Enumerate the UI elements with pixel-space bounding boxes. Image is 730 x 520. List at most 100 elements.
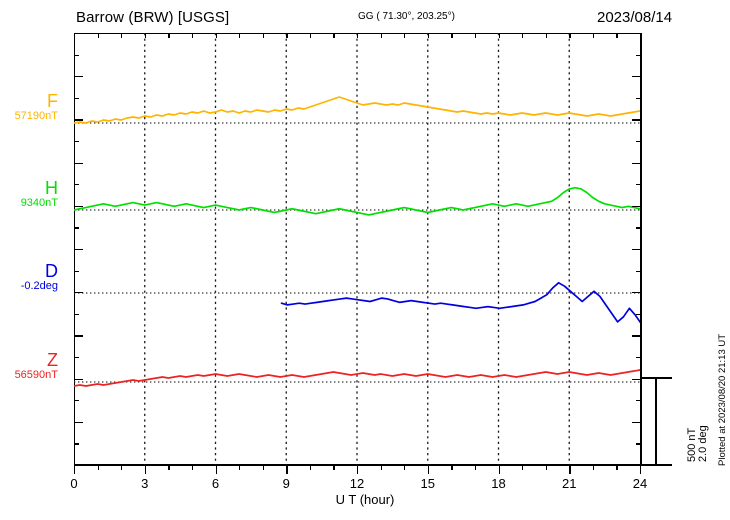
- x-tick-minor-1: [97, 465, 99, 470]
- x-tick-top-7: [239, 33, 241, 38]
- x-tick-major-24: [640, 465, 642, 474]
- x-axis-label-6: 6: [211, 476, 220, 491]
- trace-z: [74, 369, 640, 387]
- y-tick-right-20: [632, 465, 641, 467]
- x-tick-minor-13: [380, 465, 382, 470]
- x-axis-label-12: 12: [349, 476, 365, 491]
- trace-f: [74, 96, 640, 124]
- component-letter-d: D: [45, 261, 58, 281]
- x-tick-top-8: [262, 33, 264, 38]
- x-tick-top-21: [569, 33, 571, 38]
- vertical-gridlines: [144, 33, 570, 465]
- y-tick-20: [74, 465, 83, 467]
- x-tick-top-12: [357, 33, 359, 38]
- scale-bar-top-cap: [640, 377, 672, 379]
- y-tick-right-12: [632, 292, 641, 294]
- y-tick-right-14: [632, 335, 641, 337]
- x-tick-minor-22: [592, 465, 595, 470]
- y-tick-13: [74, 313, 79, 316]
- y-tick-3: [74, 97, 79, 100]
- x-tick-top-5: [191, 33, 194, 38]
- x-tick-major-18: [498, 465, 500, 474]
- y-tick-9: [74, 227, 79, 229]
- x-tick-top-20: [545, 33, 547, 38]
- y-tick-right-6: [632, 162, 641, 164]
- x-axis-title: U T (hour): [335, 492, 395, 507]
- x-tick-top-19: [522, 33, 524, 38]
- x-tick-minor-7: [239, 465, 241, 470]
- y-tick-0: [74, 33, 83, 35]
- x-tick-top-10: [309, 33, 312, 38]
- x-tick-top-22: [592, 33, 595, 38]
- x-tick-major-0: [74, 465, 76, 474]
- x-axis-label-9: 9: [282, 476, 290, 491]
- y-tick-14: [74, 335, 83, 337]
- x-tick-major-21: [569, 465, 571, 474]
- y-tick-right-7: [636, 184, 641, 186]
- y-tick-15: [74, 357, 79, 359]
- x-tick-top-18: [498, 33, 500, 38]
- y-tick-18: [74, 421, 83, 424]
- x-tick-minor-23: [616, 465, 618, 470]
- y-tick-right-19: [636, 443, 641, 445]
- x-tick-minor-5: [191, 465, 194, 470]
- plotted-at-timestamp: Plotted at 2023/08/20 21:13 UT: [717, 333, 728, 466]
- x-tick-major-12: [357, 465, 359, 474]
- scale-bar-label-deg: 2.0 deg: [697, 425, 709, 462]
- x-tick-top-17: [474, 33, 477, 38]
- y-tick-right-0: [632, 33, 641, 35]
- y-tick-right-11: [636, 270, 641, 272]
- x-tick-top-6: [215, 33, 217, 38]
- plot-date: 2023/08/14: [597, 9, 673, 26]
- x-tick-minor-11: [333, 465, 335, 470]
- x-tick-minor-4: [168, 465, 170, 470]
- x-tick-top-1: [97, 33, 99, 38]
- y-tick-right-16: [632, 378, 641, 380]
- x-tick-minor-14: [404, 465, 406, 470]
- y-tick-17: [74, 400, 79, 402]
- scale-bar-bottom-cap: [640, 464, 672, 466]
- x-tick-minor-8: [262, 465, 264, 470]
- x-tick-minor-2: [121, 465, 123, 470]
- magnetogram-plot-area: [74, 33, 640, 465]
- x-tick-minor-17: [474, 465, 477, 470]
- trace-h: [74, 186, 640, 216]
- x-tick-top-0: [74, 33, 76, 38]
- x-tick-minor-19: [522, 465, 524, 470]
- x-axis-label-24: 24: [632, 476, 648, 491]
- y-tick-16: [74, 378, 83, 380]
- y-tick-right-8: [632, 205, 641, 208]
- x-tick-major-15: [427, 465, 430, 474]
- x-tick-top-23: [616, 33, 618, 38]
- station-title: Barrow (BRW) [USGS]: [76, 9, 230, 26]
- x-tick-top-4: [168, 33, 170, 38]
- y-tick-7: [74, 184, 79, 186]
- component-value-z: 56590nT: [14, 369, 58, 381]
- component-letter-f: F: [47, 91, 58, 111]
- component-traces: [74, 96, 640, 387]
- component-letter-z: Z: [47, 350, 58, 370]
- geographic-coordinates: GG ( 71.30°, 203.25°): [358, 11, 455, 22]
- y-tick-8: [74, 205, 83, 208]
- y-tick-right-15: [636, 357, 641, 359]
- y-tick-right-2: [632, 76, 641, 78]
- x-tick-top-11: [333, 33, 335, 38]
- component-value-f: 57190nT: [14, 110, 58, 122]
- x-tick-top-13: [380, 33, 382, 38]
- y-tick-2: [74, 76, 83, 78]
- component-value-h: 9340nT: [20, 197, 58, 209]
- y-tick-11: [74, 270, 79, 272]
- y-tick-right-1: [636, 54, 641, 56]
- x-axis-label-21: 21: [562, 476, 577, 491]
- x-axis-label-18: 18: [491, 476, 506, 491]
- y-tick-right-9: [636, 227, 641, 229]
- y-tick-19: [74, 443, 79, 445]
- y-tick-right-3: [636, 97, 641, 100]
- x-axis-label-3: 3: [141, 476, 149, 491]
- y-tick-1: [74, 54, 79, 56]
- scale-bar: [655, 378, 657, 465]
- y-tick-right-4: [632, 119, 641, 121]
- x-tick-top-3: [144, 33, 147, 38]
- component-value-d: -0.2deg: [20, 280, 58, 292]
- x-tick-top-9: [286, 33, 288, 38]
